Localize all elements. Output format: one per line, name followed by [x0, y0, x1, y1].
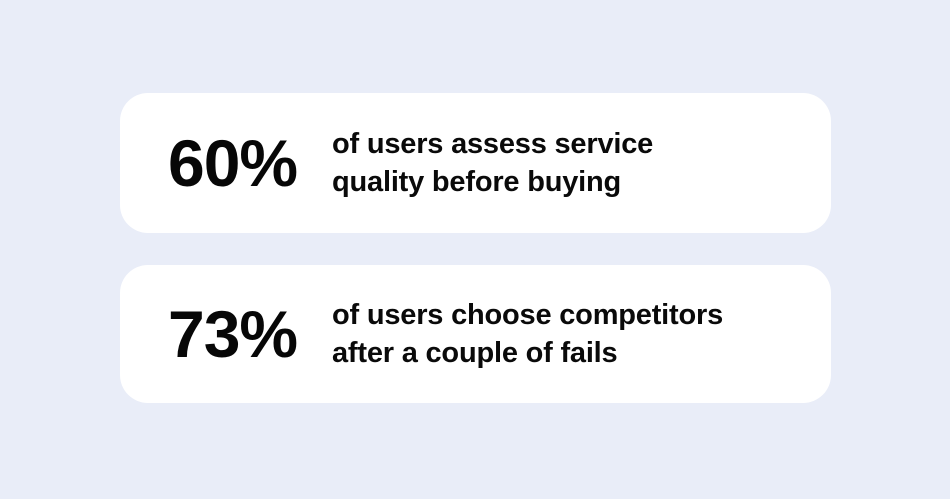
stat-card-choose-competitors: 73% of users choose competitors after a …: [120, 265, 831, 403]
stat-description-line-1: of users choose competitors: [332, 299, 724, 331]
stat-card-assess-quality: 60% of users assess service quality befo…: [120, 93, 831, 233]
stat-description: of users choose competitors after a coup…: [332, 296, 723, 372]
stat-description-line-2: quality before buying: [332, 166, 622, 198]
stat-description-line-1: of users assess service: [332, 128, 654, 160]
stat-description-line-2: after a couple of fails: [332, 337, 618, 369]
stat-value-73: 73%: [168, 297, 298, 371]
stat-value-60: 60%: [168, 126, 298, 200]
stat-description: of users assess service quality before b…: [332, 125, 653, 201]
